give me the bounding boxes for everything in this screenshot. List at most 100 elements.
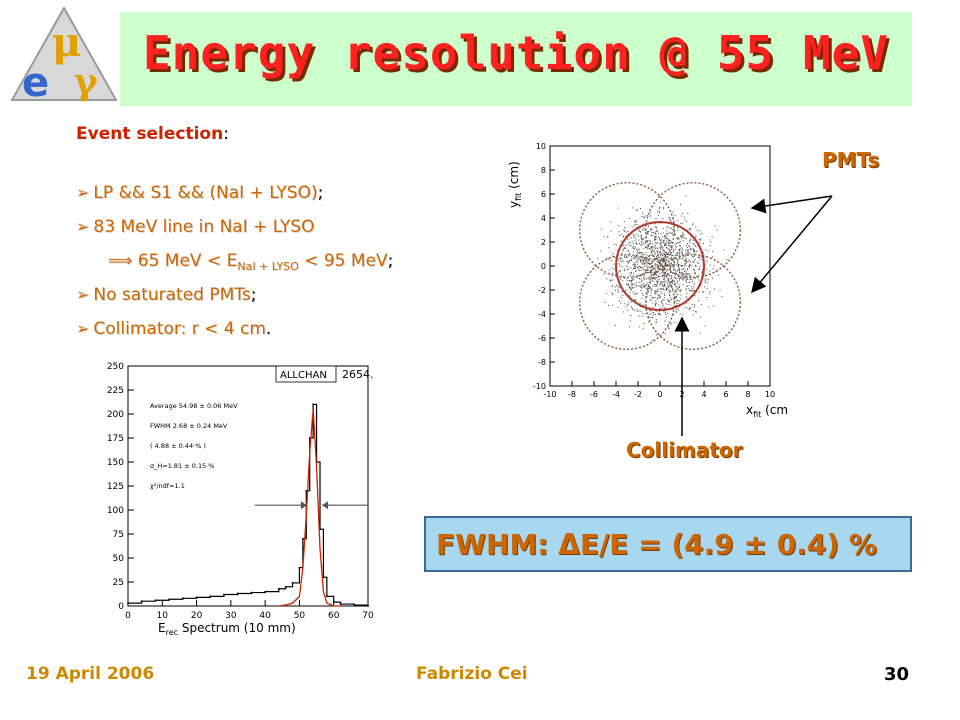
scatter-point [659, 256, 661, 258]
scatter-point [669, 268, 671, 270]
scatter-point [666, 288, 668, 290]
scatter-point [659, 238, 661, 240]
scatter-point [674, 296, 676, 298]
list-item: ➢ LP && S1 && (NaI + LYSO); [76, 176, 393, 210]
scatter-point [650, 240, 652, 242]
scatter-point [674, 322, 676, 324]
scatter-point [677, 280, 679, 282]
x-tick-label: 20 [191, 611, 203, 621]
bullet-arrow-icon: ➢ [76, 285, 90, 304]
scatter-point [643, 229, 645, 231]
scatter-point [673, 284, 675, 286]
scatter-point [657, 251, 659, 253]
scatter-point [654, 253, 656, 255]
scatter-point [622, 311, 624, 313]
scatter-point [687, 251, 689, 253]
scatter-point [672, 264, 674, 266]
scatter-point [668, 244, 670, 246]
scatter-point [664, 238, 666, 240]
scatter-point [626, 231, 628, 233]
scatter-point [704, 282, 706, 284]
scatter-point [600, 228, 602, 230]
scatter-point [679, 241, 681, 243]
x-tick-label: 40 [259, 611, 271, 621]
footer-date: 19 April 2006 [26, 664, 155, 684]
scatter-point [654, 226, 656, 228]
scatter-point [666, 233, 668, 235]
scatter-point [641, 229, 643, 231]
scatter-point [619, 234, 621, 236]
scatter-point [639, 230, 641, 232]
bullet-arrow-icon: ➢ [76, 217, 90, 236]
scatter-point [666, 316, 668, 318]
scatter-point [682, 264, 684, 266]
scatter-point [669, 254, 671, 256]
scatter-point [692, 309, 694, 311]
scatter-point [681, 222, 683, 224]
scatter-point [641, 298, 643, 300]
scatter-point [695, 265, 697, 267]
logo-mu: μ [52, 19, 81, 66]
scatter-point [665, 233, 667, 235]
scatter-point [636, 253, 638, 255]
y-tick-label: 125 [107, 482, 124, 492]
scatter-point [636, 281, 638, 283]
scatter-point [658, 260, 660, 262]
scatter-point [636, 284, 638, 286]
scatter-point [623, 268, 625, 270]
scatter-point [652, 265, 654, 267]
scatter-point [634, 256, 636, 258]
scatter-point [668, 245, 670, 247]
scatter-point [647, 239, 649, 241]
scatter-point [672, 250, 674, 252]
scatter-point [669, 301, 671, 303]
scatter-point [636, 310, 638, 312]
scatter-point [678, 287, 680, 289]
scatter-point [641, 253, 643, 255]
scatter-point [656, 285, 658, 287]
energy-spectrum-chart: 0 25 50 75 100 125 150 175 200 225 250 0 10 20 30 40 50 6… [107, 362, 374, 637]
scatter-point [652, 266, 654, 268]
scatter-point [656, 281, 658, 283]
scatter-point [650, 211, 652, 213]
logo-e: e [22, 60, 49, 106]
scatter-point [653, 258, 655, 260]
scatter-point [610, 280, 612, 282]
scatter-point [689, 245, 691, 247]
scatter-point [634, 257, 636, 259]
scatter-point [708, 306, 710, 308]
scatter-point [656, 291, 658, 293]
scatter-point [662, 206, 664, 208]
scatter-point [677, 254, 679, 256]
scatter-point [679, 264, 681, 266]
scatter-point [673, 313, 675, 315]
scatter-point [638, 257, 640, 259]
scatter-point [636, 267, 638, 269]
scatter-point [630, 280, 632, 282]
scatter-point [634, 267, 636, 269]
scatter-point [648, 276, 650, 278]
scatter-point [684, 306, 686, 308]
scatter-point [677, 266, 679, 268]
scatter-point [654, 248, 656, 250]
scatter-point [681, 247, 683, 249]
scatter-point [651, 274, 653, 276]
scatter-point [641, 257, 643, 259]
scatter-point [656, 298, 658, 300]
scatter-point [685, 280, 687, 282]
x-tick-label: 0 [657, 390, 662, 399]
scatter-point [688, 260, 690, 262]
scatter-point [658, 284, 660, 286]
slide-title: Energy resolution @ 55 MeV [142, 26, 890, 80]
scatter-point [655, 218, 657, 220]
scatter-point [705, 278, 707, 280]
scatter-point [681, 322, 683, 324]
scatter-point [624, 247, 626, 249]
scatter-point [685, 257, 687, 259]
scatter-point [684, 271, 686, 273]
scatter-point [609, 279, 611, 281]
scatter-point [674, 245, 676, 247]
scatter-point [699, 238, 701, 240]
scatter-point [644, 259, 646, 261]
scatter-point [631, 307, 633, 309]
